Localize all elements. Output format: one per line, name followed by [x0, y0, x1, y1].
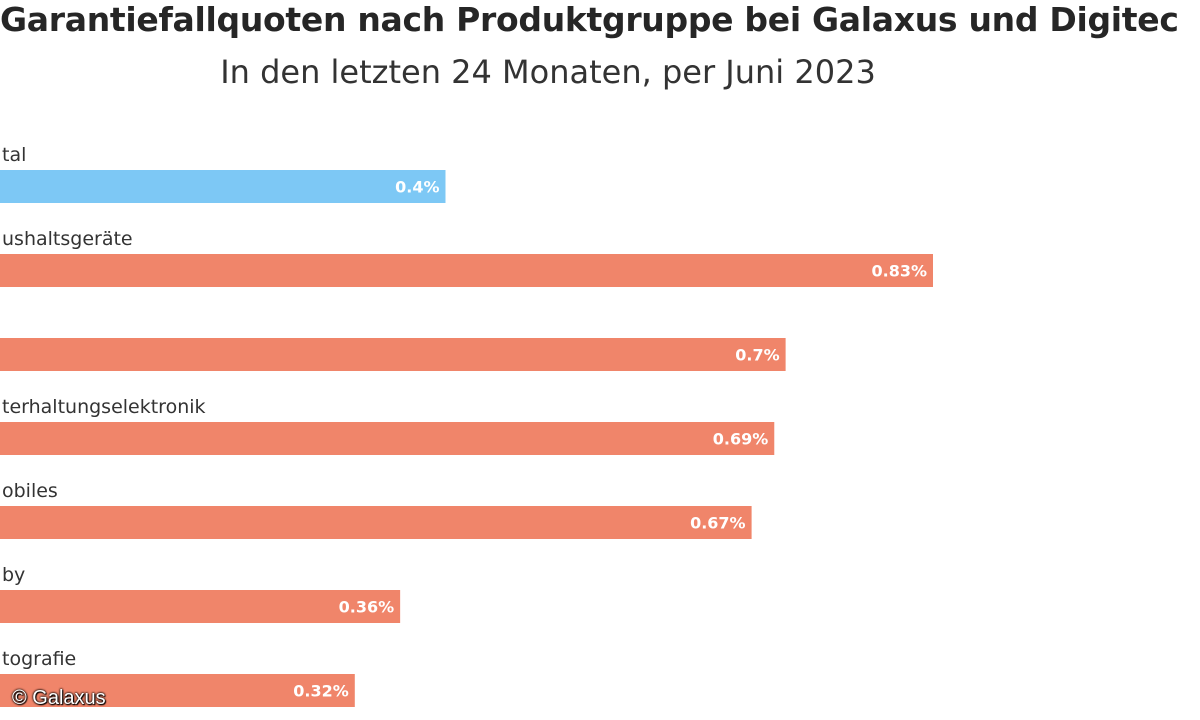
bar: [0, 506, 752, 539]
bar-value-label: 0.4%: [395, 178, 439, 197]
copyright-notice: © Galaxus: [12, 687, 106, 709]
bar: [0, 338, 786, 371]
bar-value-label: 0.7%: [735, 346, 779, 365]
category-label: tografie: [2, 648, 76, 670]
chart-subtitle: In den letzten 24 Monaten, per Juni 2023: [220, 53, 876, 91]
category-label: by: [2, 564, 25, 586]
category-label: ushaltsgeräte: [2, 228, 133, 250]
category-label: terhaltungselektronik: [2, 396, 206, 418]
bar: [0, 590, 401, 623]
category-label: tal: [2, 144, 26, 166]
bar-value-label: 0.67%: [690, 514, 746, 533]
bar-value-label: 0.36%: [339, 598, 395, 617]
bar: [0, 254, 933, 287]
category-label: obiles: [2, 480, 58, 502]
bar: [0, 422, 775, 455]
bar-value-label: 0.32%: [293, 682, 349, 701]
bar-value-label: 0.69%: [713, 430, 769, 449]
bar: [0, 170, 446, 203]
bar-value-label: 0.83%: [871, 262, 927, 281]
chart-title: Garantiefallquoten nach Produktgruppe be…: [0, 0, 1179, 39]
bar: [0, 674, 355, 707]
